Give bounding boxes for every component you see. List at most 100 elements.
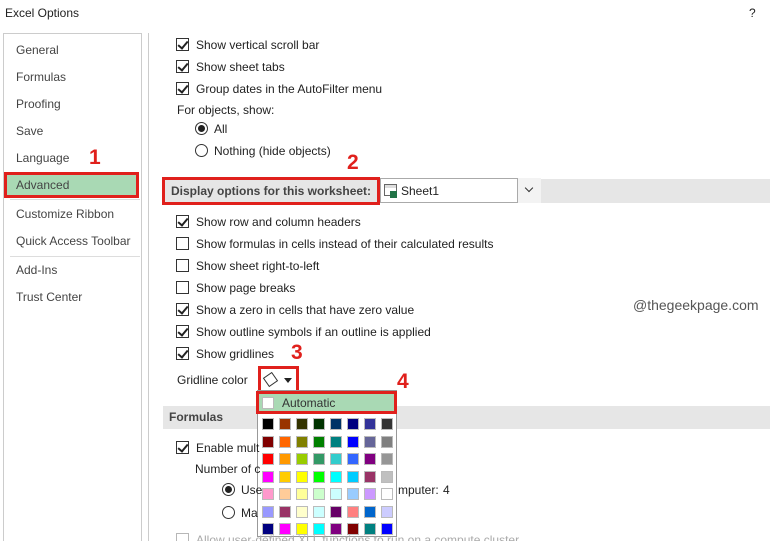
nav-item[interactable]: Save [16, 124, 44, 138]
color-swatch[interactable] [330, 435, 342, 448]
color-swatch[interactable] [313, 488, 325, 500]
color-swatch[interactable] [347, 453, 359, 465]
color-swatch[interactable] [381, 523, 393, 535]
checkbox-label: Show gridlines [196, 347, 275, 361]
radio-button[interactable] [195, 122, 208, 135]
color-swatch[interactable] [364, 505, 376, 518]
color-swatch[interactable] [296, 470, 308, 483]
label: Number of c [195, 462, 261, 476]
color-swatch[interactable] [296, 418, 308, 430]
color-swatch[interactable] [313, 523, 325, 535]
checkbox[interactable] [176, 347, 189, 360]
color-swatch[interactable] [381, 435, 393, 448]
automatic-option[interactable]: Automatic [256, 391, 397, 414]
color-swatch[interactable] [313, 435, 325, 448]
nav-item[interactable]: Quick Access Toolbar [16, 234, 131, 248]
radio-button[interactable] [222, 483, 235, 496]
step-number: 3 [291, 341, 303, 364]
color-swatch[interactable] [262, 470, 274, 483]
color-swatch[interactable] [262, 488, 274, 500]
color-swatch[interactable] [279, 505, 291, 518]
checkbox-label: Show vertical scroll bar [196, 38, 320, 52]
color-swatch[interactable] [381, 505, 393, 518]
color-swatch[interactable] [279, 435, 291, 448]
gridline-color-button[interactable] [258, 366, 299, 393]
radio-button[interactable] [195, 144, 208, 157]
radio-button[interactable] [222, 506, 235, 519]
color-swatch[interactable] [279, 488, 291, 500]
nav-item[interactable]: Add-Ins [16, 263, 58, 277]
color-swatch[interactable] [364, 470, 376, 483]
color-swatch[interactable] [313, 470, 325, 483]
nav-item[interactable]: Proofing [16, 97, 61, 111]
color-swatch[interactable] [262, 523, 274, 535]
color-swatch[interactable] [381, 470, 393, 483]
checkbox[interactable] [176, 303, 189, 316]
color-swatch[interactable] [262, 505, 274, 518]
color-swatch[interactable] [364, 435, 376, 448]
color-swatch[interactable] [347, 470, 359, 483]
color-swatch[interactable] [347, 523, 359, 535]
color-swatch[interactable] [347, 505, 359, 518]
color-swatch[interactable] [296, 505, 308, 518]
checkbox[interactable] [176, 215, 189, 228]
worksheet-dropdown[interactable]: Sheet1 [380, 178, 541, 203]
color-swatch[interactable] [296, 435, 308, 448]
color-swatch[interactable] [347, 418, 359, 430]
radio-label: Nothing (hide objects) [214, 144, 331, 158]
value: 4 [443, 483, 450, 497]
step-number: 1 [89, 146, 101, 169]
color-swatch[interactable] [262, 453, 274, 465]
color-swatch[interactable] [313, 505, 325, 518]
checkbox-label: Show row and column headers [196, 215, 361, 229]
nav-item[interactable]: Language [16, 151, 70, 165]
color-swatch[interactable] [347, 435, 359, 448]
checkbox-label: Show sheet right-to-left [196, 259, 320, 273]
color-swatch[interactable] [279, 453, 291, 465]
worksheet-name: Sheet1 [401, 184, 440, 198]
color-swatch[interactable] [364, 488, 376, 500]
color-swatch[interactable] [313, 453, 325, 465]
checkbox[interactable] [176, 441, 189, 454]
color-swatch[interactable] [364, 418, 376, 430]
color-swatch[interactable] [347, 488, 359, 500]
nav-item[interactable]: Customize Ribbon [16, 207, 115, 221]
nav-item[interactable]: Formulas [16, 70, 67, 84]
color-swatch[interactable] [330, 470, 342, 483]
help-button[interactable]: ? [749, 6, 756, 20]
color-swatch[interactable] [381, 488, 393, 500]
checkbox[interactable] [176, 533, 189, 541]
dropdown-arrow[interactable] [517, 178, 541, 203]
color-swatch[interactable] [262, 435, 274, 448]
color-swatch[interactable] [279, 470, 291, 483]
color-swatch[interactable] [330, 523, 342, 535]
color-swatch[interactable] [330, 453, 342, 465]
color-swatch[interactable] [296, 523, 308, 535]
color-swatch[interactable] [296, 453, 308, 465]
color-swatch[interactable] [330, 505, 342, 518]
color-swatch[interactable] [279, 523, 291, 535]
color-swatch[interactable] [296, 488, 308, 500]
nav-item[interactable]: Advanced [16, 178, 70, 192]
color-swatch[interactable] [364, 523, 376, 535]
color-swatch[interactable] [364, 453, 376, 465]
checkbox[interactable] [176, 259, 189, 272]
checkbox[interactable] [176, 237, 189, 250]
checkbox[interactable] [176, 82, 189, 95]
checkbox[interactable] [176, 38, 189, 51]
checkbox[interactable] [176, 281, 189, 294]
color-swatch[interactable] [330, 418, 342, 430]
color-swatch[interactable] [262, 418, 274, 430]
color-swatch[interactable] [330, 488, 342, 500]
checkbox[interactable] [176, 325, 189, 338]
checkbox-label: Show outline symbols if an outline is ap… [196, 325, 431, 339]
color-swatch[interactable] [313, 418, 325, 430]
automatic-label: Automatic [282, 396, 336, 410]
nav-item[interactable]: Trust Center [16, 290, 83, 304]
color-swatch[interactable] [381, 453, 393, 465]
color-swatch[interactable] [381, 418, 393, 430]
color-swatch[interactable] [279, 418, 291, 430]
nav-item[interactable]: General [16, 43, 59, 57]
checkbox[interactable] [176, 60, 189, 73]
window-title: Excel Options [5, 6, 80, 20]
